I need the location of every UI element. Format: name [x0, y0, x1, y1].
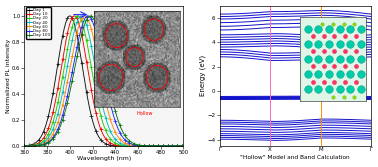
X-axis label: "Hollow" Model and Band Calculation: "Hollow" Model and Band Calculation [240, 155, 350, 160]
X-axis label: Wavelength (nm): Wavelength (nm) [77, 156, 131, 161]
Text: Hollow: Hollow [137, 102, 158, 116]
Y-axis label: Energy (eV): Energy (eV) [200, 55, 206, 96]
Legend: Day 1, Day 10, Day 20, Day 40, Day 60, Day 80, Day 100: Day 1, Day 10, Day 20, Day 40, Day 60, D… [26, 7, 51, 39]
Y-axis label: Normalized PL intensity: Normalized PL intensity [6, 39, 11, 113]
